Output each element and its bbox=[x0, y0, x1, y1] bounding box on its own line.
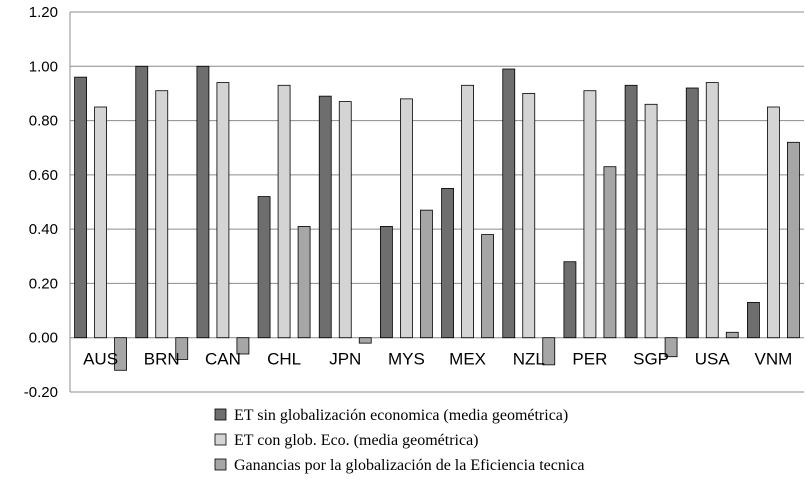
bar-sin-globalizacion bbox=[502, 68, 516, 339]
axis-labels: 1.20 1.00 0.80 0.60 0.40 0.20 0.00 -0.20 AUS BRN C… bbox=[24, 4, 793, 401]
bar-ganancias bbox=[236, 337, 250, 355]
bar-con-globalizacion bbox=[705, 82, 719, 339]
bar-ganancias bbox=[114, 337, 127, 371]
y-tick-label: 0.00 bbox=[29, 330, 58, 347]
bar-con-globalizacion bbox=[400, 98, 413, 339]
bar-ganancias bbox=[787, 141, 800, 339]
category-label: VNM bbox=[755, 350, 793, 369]
bar-sin-globalizacion bbox=[135, 65, 149, 339]
bar-sin-globalizacion bbox=[380, 226, 393, 339]
bar-con-globalizacion bbox=[94, 106, 107, 339]
bar-con-globalizacion bbox=[461, 84, 474, 339]
category-label: USA bbox=[695, 350, 731, 369]
category-label: AUS bbox=[83, 350, 118, 369]
category-label: MEX bbox=[449, 350, 486, 369]
bar-sin-globalizacion bbox=[747, 302, 760, 339]
bars bbox=[74, 65, 800, 371]
legend-swatch bbox=[214, 408, 227, 421]
y-tick-label: 1.20 bbox=[29, 4, 58, 21]
category-label: BRN bbox=[144, 350, 180, 369]
bar-ganancias bbox=[725, 331, 739, 339]
bar-ganancias bbox=[297, 226, 311, 339]
bar-con-globalizacion bbox=[522, 93, 536, 339]
bar-sin-globalizacion bbox=[318, 95, 332, 339]
legend-swatch bbox=[214, 458, 227, 471]
bar-con-globalizacion bbox=[644, 103, 658, 339]
gridlines bbox=[70, 11, 804, 393]
category-label: NZL bbox=[513, 350, 545, 369]
category-label: JPN bbox=[329, 350, 361, 369]
y-tick-label: 0.80 bbox=[29, 113, 58, 130]
y-tick-label: 0.20 bbox=[29, 275, 58, 292]
legend-label: ET con glob. Eco. (media geométrica) bbox=[234, 432, 479, 449]
category-label: PER bbox=[572, 350, 607, 369]
category-label: CAN bbox=[205, 350, 241, 369]
bar-ganancias bbox=[175, 337, 189, 360]
bar-ganancias bbox=[542, 337, 556, 366]
bar-sin-globalizacion bbox=[685, 87, 699, 339]
bar-con-globalizacion bbox=[583, 90, 597, 339]
y-tick-label: 0.60 bbox=[29, 167, 58, 184]
bar-sin-globalizacion bbox=[441, 188, 454, 339]
y-tick-label: -0.20 bbox=[24, 384, 58, 401]
category-label: SGP bbox=[633, 350, 669, 369]
bar-sin-globalizacion bbox=[257, 196, 271, 339]
bar-sin-globalizacion bbox=[563, 261, 577, 339]
bar-ganancias bbox=[481, 234, 494, 339]
y-tick-label: 0.40 bbox=[29, 221, 58, 238]
bar-sin-globalizacion bbox=[74, 76, 87, 339]
bar-ganancias bbox=[664, 337, 678, 358]
bar-ganancias bbox=[358, 337, 372, 344]
category-label: MYS bbox=[388, 350, 425, 369]
bar-con-globalizacion bbox=[216, 82, 230, 339]
bar-ganancias bbox=[603, 166, 617, 339]
legend-label: ET sin globalización economica (media ge… bbox=[234, 407, 568, 424]
bar-ganancias bbox=[420, 209, 433, 339]
bar-con-globalizacion bbox=[155, 90, 169, 339]
bar-sin-globalizacion bbox=[624, 84, 638, 339]
bar-con-globalizacion bbox=[767, 106, 780, 339]
legend-swatch bbox=[214, 433, 227, 446]
category-label: CHL bbox=[267, 350, 301, 369]
bar-con-globalizacion bbox=[277, 84, 291, 339]
bar-con-globalizacion bbox=[338, 101, 352, 339]
bar-sin-globalizacion bbox=[196, 65, 210, 339]
y-tick-label: 1.00 bbox=[29, 58, 58, 75]
legend-label: Ganancias por la globalización de la Efi… bbox=[234, 457, 584, 474]
legend: ET sin globalización economica (media ge… bbox=[214, 407, 584, 474]
